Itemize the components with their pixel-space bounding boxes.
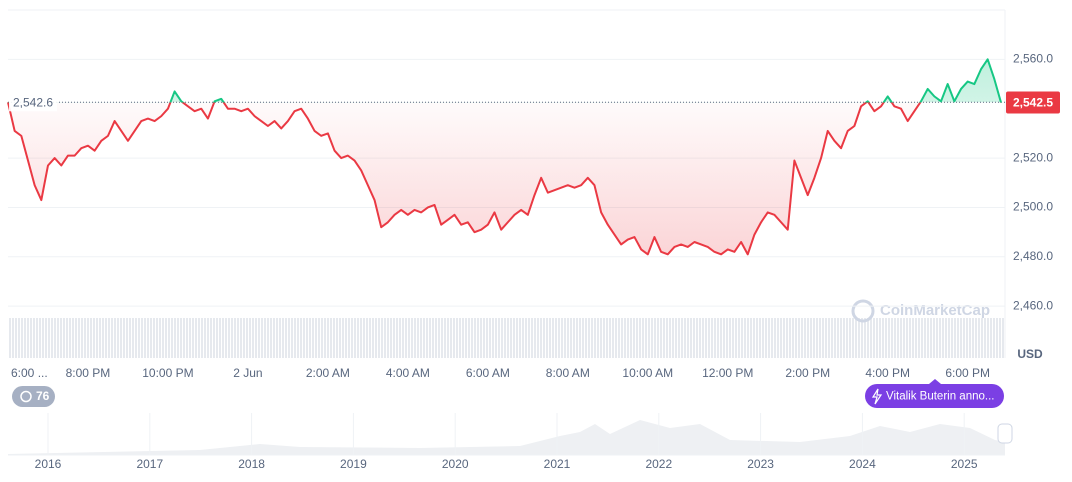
year-label: 2019 <box>340 457 367 471</box>
baseline-label-bg <box>9 93 57 112</box>
event-text: Vitalik Buterin anno... <box>886 391 994 403</box>
year-label: 2025 <box>951 457 978 471</box>
badge-bg <box>12 386 55 407</box>
price-area <box>8 59 1001 255</box>
x-tick-label: 10:00 AM <box>622 366 673 380</box>
price-line <box>7 58 1002 256</box>
year-label: 2022 <box>645 457 672 471</box>
baseline-label: 2,542.6 <box>13 95 53 109</box>
year-label: 2020 <box>442 457 469 471</box>
x-tick-label: 2 Jun <box>233 366 262 380</box>
x-tick-label: 6:00 AM <box>466 366 510 380</box>
overview-area <box>8 420 1005 455</box>
y-tick-label: 2,480.0 <box>1013 249 1053 263</box>
x-tick-label: 4:00 AM <box>386 366 430 380</box>
clock-icon <box>20 390 32 403</box>
y-tick-label: 2,520.0 <box>1013 150 1053 164</box>
badge-bg <box>865 384 1004 408</box>
watermark-text: CoinMarketCap <box>880 302 990 319</box>
year-label: 2023 <box>747 457 774 471</box>
y-tick-label: 2,560.0 <box>1013 52 1053 66</box>
event-badge[interactable]: Vitalik Buterin anno... <box>865 379 1004 408</box>
x-tick-label: 8:00 PM <box>66 366 111 380</box>
overview <box>8 420 1013 456</box>
bolt-icon <box>871 388 883 405</box>
currency-label: USD <box>1017 347 1043 361</box>
overview-handle[interactable] <box>997 423 1013 444</box>
badge-count: 76 <box>36 389 50 403</box>
y-tick-label: 2,500.0 <box>1013 200 1053 214</box>
year-label: 2017 <box>136 457 163 471</box>
year-label: 2021 <box>544 457 571 471</box>
year-label: 2018 <box>238 457 265 471</box>
last-price-bg <box>1006 91 1060 114</box>
x-tick-label: 12:00 PM <box>702 366 753 380</box>
x-tick-label: 6:00 ... <box>11 366 48 380</box>
y-tick-label: 2,460.0 <box>1013 298 1053 312</box>
last-price-label: 2,542.5 <box>1013 96 1053 110</box>
x-tick-label: 4:00 PM <box>865 366 910 380</box>
year-label: 2024 <box>849 457 876 471</box>
x-tick-label: 2:00 PM <box>785 366 830 380</box>
history-badge[interactable]: 76 <box>12 386 55 407</box>
year-label: 2016 <box>35 457 62 471</box>
volume-bars <box>8 318 1005 358</box>
badge-pointer <box>929 379 941 384</box>
x-tick-label: 2:00 AM <box>306 366 350 380</box>
x-tick-label: 10:00 PM <box>142 366 193 380</box>
x-tick-label: 6:00 PM <box>945 366 990 380</box>
x-tick-label: 8:00 AM <box>546 366 590 380</box>
